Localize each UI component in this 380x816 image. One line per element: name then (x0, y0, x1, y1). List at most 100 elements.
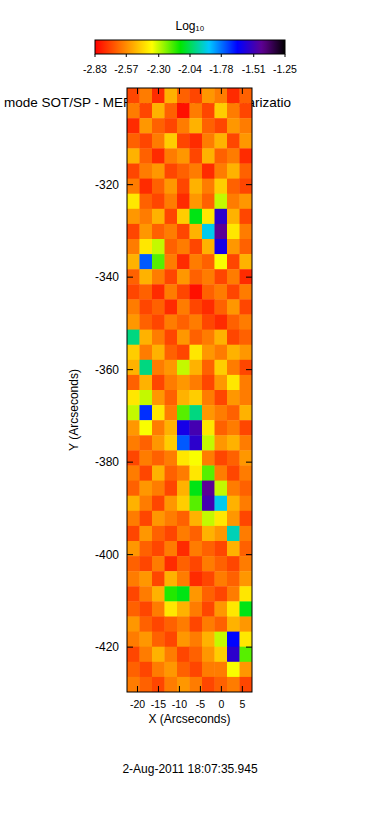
cell (202, 390, 215, 406)
cell (127, 194, 140, 210)
cell (140, 571, 153, 587)
cell (215, 209, 228, 225)
cell (140, 481, 153, 497)
cell (215, 511, 228, 527)
x-tick (221, 88, 222, 94)
cell (140, 541, 153, 557)
y-tick-label: -420 (95, 640, 119, 654)
cell (127, 601, 140, 617)
cell (215, 315, 228, 331)
cell (215, 632, 228, 648)
cell (190, 133, 203, 149)
cell (227, 571, 240, 587)
cell (127, 133, 140, 149)
cell (165, 209, 178, 225)
cell (152, 601, 165, 617)
cell (177, 118, 190, 134)
cell (152, 662, 165, 678)
colorbar-tick (221, 54, 222, 57)
cell (127, 466, 140, 482)
x-tick-label: 0 (218, 698, 224, 710)
cell (190, 360, 203, 376)
cell (177, 209, 190, 225)
cell (140, 103, 153, 119)
cell (227, 496, 240, 512)
cell (165, 617, 178, 633)
cell (227, 511, 240, 527)
cell (177, 224, 190, 240)
cell (165, 148, 178, 164)
cell (240, 269, 253, 285)
y-tick (127, 369, 133, 370)
cell (215, 164, 228, 180)
cell (152, 541, 165, 557)
y-axis-label: Y (Arcseconds) (67, 369, 81, 451)
cell (190, 526, 203, 542)
cell (190, 88, 203, 104)
cell (202, 556, 215, 572)
cell (190, 330, 203, 346)
cell (240, 390, 253, 406)
colorbar-tick (253, 54, 254, 57)
cell (202, 315, 215, 331)
cell (165, 103, 178, 119)
cell (202, 330, 215, 346)
cell (140, 405, 153, 421)
cell (140, 133, 153, 149)
cell (240, 481, 253, 497)
cell (152, 239, 165, 255)
cell (227, 556, 240, 572)
cell (215, 194, 228, 210)
cell (190, 315, 203, 331)
cell (227, 148, 240, 164)
x-tick (242, 686, 243, 692)
cell (152, 164, 165, 180)
cell (227, 133, 240, 149)
cell (227, 420, 240, 436)
cell (127, 345, 140, 361)
cell (227, 345, 240, 361)
cell (165, 254, 178, 270)
cell (215, 254, 228, 270)
cell (177, 586, 190, 602)
cell (140, 299, 153, 315)
cell (215, 133, 228, 149)
cell (190, 647, 203, 663)
cell (165, 315, 178, 331)
cell (202, 179, 215, 195)
cell (127, 526, 140, 542)
cell (240, 164, 253, 180)
cell (140, 511, 153, 527)
cell (177, 632, 190, 648)
cell (152, 511, 165, 527)
x-tick (242, 88, 243, 94)
cell (165, 450, 178, 466)
cell (140, 632, 153, 648)
cell (152, 677, 165, 692)
colorbar-tick (285, 54, 286, 57)
cell (165, 118, 178, 134)
cell (152, 556, 165, 572)
cell (152, 375, 165, 391)
cell (227, 164, 240, 180)
cell (165, 466, 178, 482)
cell (127, 118, 140, 134)
cell (177, 315, 190, 331)
cell (202, 360, 215, 376)
cell (165, 299, 178, 315)
cell (177, 511, 190, 527)
cell (127, 405, 140, 421)
cell (227, 224, 240, 240)
y-tick (127, 554, 133, 555)
cell (227, 315, 240, 331)
cell (127, 239, 140, 255)
cell (152, 586, 165, 602)
cell (215, 435, 228, 451)
cell (190, 224, 203, 240)
cell (202, 375, 215, 391)
cell (215, 647, 228, 663)
cell (152, 345, 165, 361)
cell (202, 194, 215, 210)
cell (140, 526, 153, 542)
colorbar-tick (190, 54, 191, 57)
